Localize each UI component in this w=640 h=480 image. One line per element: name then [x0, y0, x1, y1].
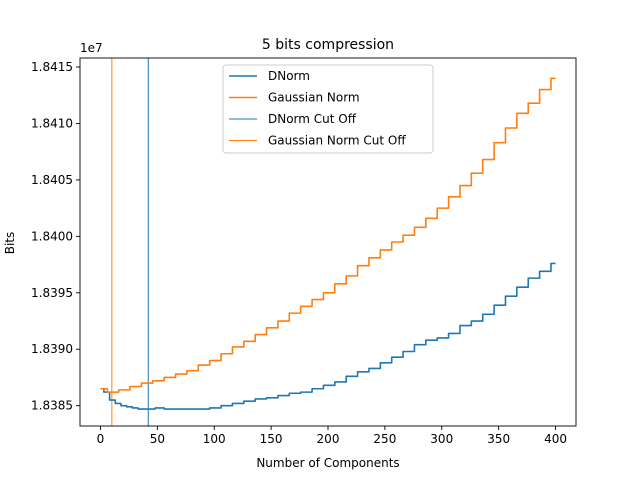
y-tick-label-2: 1.8395 [31, 286, 73, 300]
y-tick-label-3: 1.8400 [31, 229, 73, 243]
y-axis-label: Bits [3, 232, 17, 255]
legend-label-2: DNorm Cut Off [268, 112, 357, 126]
axes: 0 50 100 150 200 250 300 350 400 1.8385 1.8390 1.83… [31, 57, 577, 446]
y-tick-label-4: 1.8405 [31, 173, 73, 187]
y-tick-label-1: 1.8390 [31, 342, 73, 356]
series-line-1 [100, 77, 556, 393]
x-tick-label-4: 200 [317, 432, 340, 446]
legend-label-3: Gaussian Norm Cut Off [268, 134, 406, 148]
x-tick-label-7: 350 [487, 432, 510, 446]
x-tick-label-6: 300 [430, 432, 453, 446]
plot-area [100, 58, 556, 426]
chart-title: 5 bits compression [262, 37, 394, 53]
x-tick-label-3: 150 [260, 432, 283, 446]
series-line-0 [100, 262, 556, 410]
legend-label-1: Gaussian Norm [268, 91, 360, 105]
y-tick-label-0: 1.8385 [31, 399, 73, 413]
legend-box [222, 64, 434, 154]
x-tick-label-2: 100 [203, 432, 226, 446]
y-tick-label-5: 1.8410 [31, 116, 73, 130]
x-tick-label-1: 50 [150, 432, 165, 446]
x-tick-label-5: 250 [373, 432, 396, 446]
x-tick-label-8: 400 [544, 432, 567, 446]
legend-label-0: DNorm [268, 69, 310, 83]
x-tick-label-0: 0 [97, 432, 105, 446]
y-tick-label-6: 1.8415 [31, 60, 73, 74]
data-layer [100, 58, 556, 426]
x-axis-label: Number of Components [256, 456, 399, 470]
legend: DNorm Gaussian Norm DNorm Cut Off Gaussian … [222, 64, 434, 154]
y-offset-label: 1e7 [80, 41, 103, 55]
